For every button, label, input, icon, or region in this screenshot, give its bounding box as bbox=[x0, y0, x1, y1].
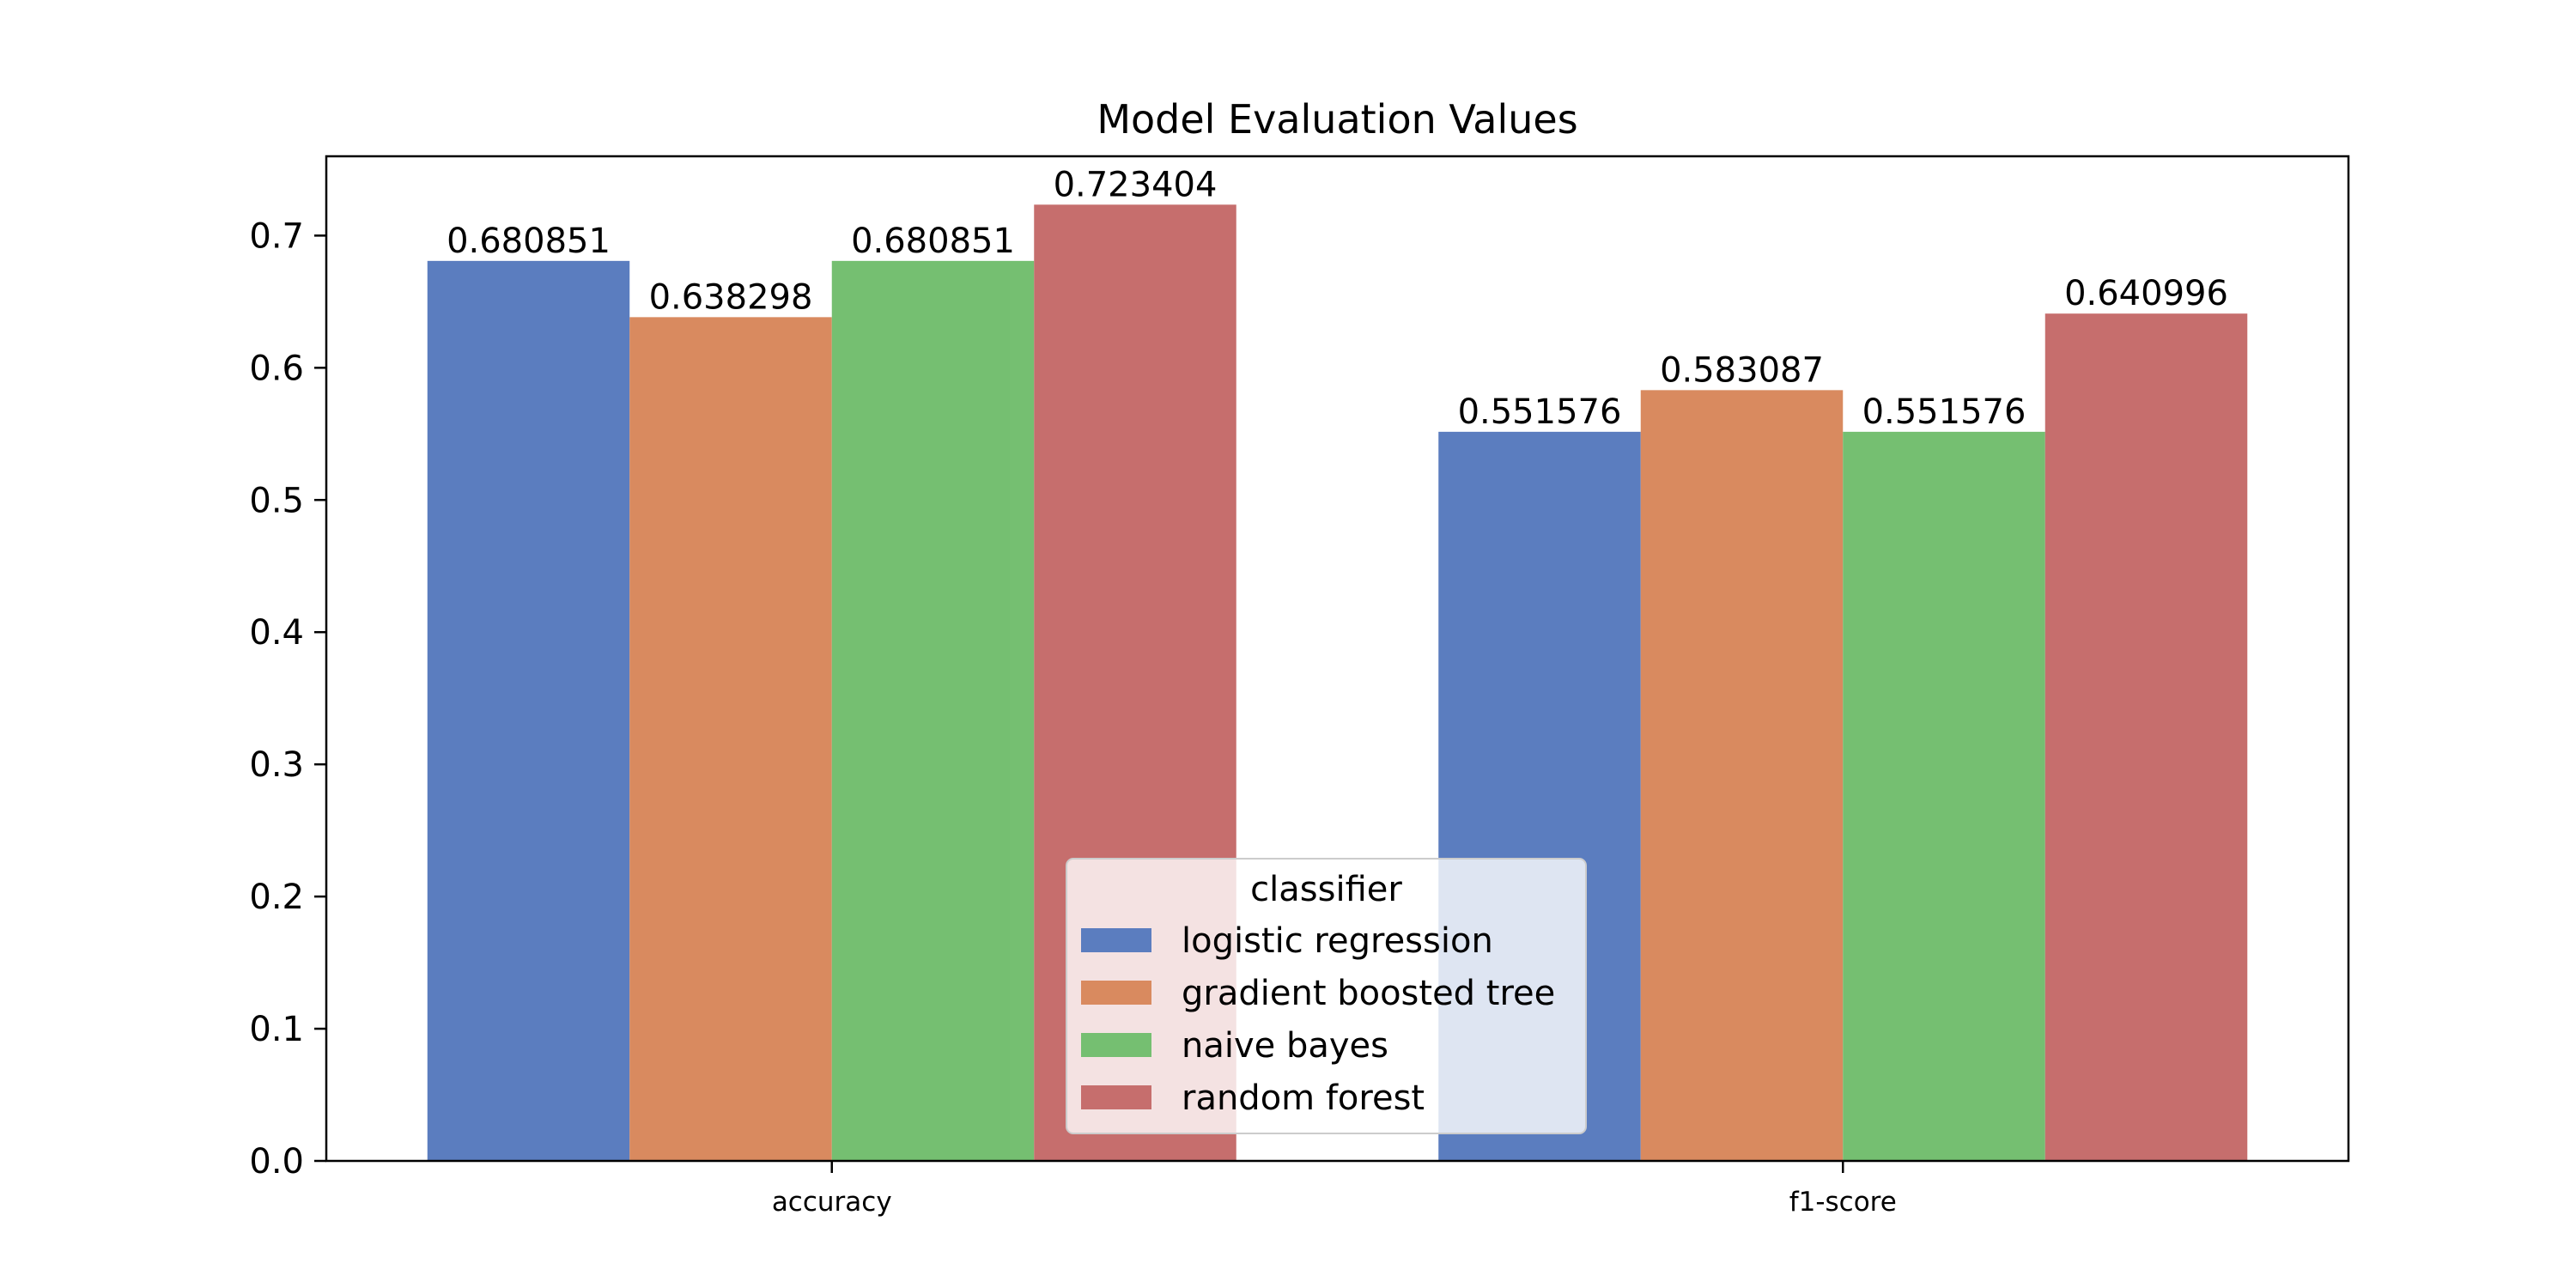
bar-f1-score-gradient-boosted-tree bbox=[1640, 390, 1844, 1161]
bar-f1-score-naive-bayes bbox=[1843, 431, 2045, 1161]
data-label: 0.680851 bbox=[447, 222, 611, 261]
legend-entry-label: naive bayes bbox=[1182, 1026, 1388, 1066]
y-tick-label: 0.2 bbox=[249, 878, 304, 917]
x-tick-label: accuracy bbox=[772, 1187, 892, 1218]
legend-swatch bbox=[1081, 928, 1151, 952]
bar-accuracy-naive-bayes bbox=[831, 260, 1035, 1162]
data-label: 0.551576 bbox=[1862, 392, 2026, 432]
plot-frame bbox=[325, 155, 2350, 1163]
axes-layer: 0.0 0.1 0.2 0.3 0.4 0.5 0.6 0.7 accuracy f1-score bbox=[249, 155, 2350, 1218]
chart-title: Model Evaluation Values bbox=[1097, 96, 1577, 143]
legend-swatch bbox=[1081, 981, 1151, 1005]
y-tick-label: 0.3 bbox=[249, 745, 304, 785]
legend-title: classifier bbox=[1250, 870, 1402, 909]
legend-entry-label: gradient boosted tree bbox=[1182, 974, 1555, 1013]
y-tick-label: 0.0 bbox=[249, 1142, 304, 1182]
y-tick-label: 0.7 bbox=[249, 216, 304, 256]
data-label: 0.551576 bbox=[1458, 392, 1622, 432]
bar-accuracy-gradient-boosted-tree bbox=[629, 317, 832, 1161]
bar-f1-score-random-forest bbox=[2044, 313, 2248, 1162]
legend-swatch bbox=[1081, 1033, 1151, 1057]
y-tick-label: 0.6 bbox=[249, 349, 304, 388]
legend-entry-label: random forest bbox=[1182, 1078, 1425, 1118]
data-label: 0.723404 bbox=[1054, 165, 1218, 204]
legend-swatch bbox=[1081, 1085, 1151, 1109]
data-label: 0.680851 bbox=[851, 222, 1015, 261]
legend: classifier logistic regression gradient bo… bbox=[1066, 858, 1587, 1134]
data-label: 0.638298 bbox=[649, 277, 813, 317]
data-label: 0.583087 bbox=[1660, 350, 1824, 390]
y-tick-label: 0.5 bbox=[249, 481, 304, 520]
y-tick-label: 0.4 bbox=[249, 613, 304, 653]
x-tick-label: f1-score bbox=[1789, 1187, 1897, 1218]
bar-accuracy-logistic-regression bbox=[427, 260, 630, 1162]
data-label: 0.640996 bbox=[2064, 274, 2228, 313]
value-labels-layer: 0.680851 0.551576 0.638298 0.583087 0.680851… bbox=[447, 165, 2228, 432]
y-tick-label: 0.1 bbox=[249, 1010, 304, 1049]
legend-box bbox=[1066, 858, 1587, 1134]
legend-entry-label: logistic regression bbox=[1182, 921, 1493, 961]
